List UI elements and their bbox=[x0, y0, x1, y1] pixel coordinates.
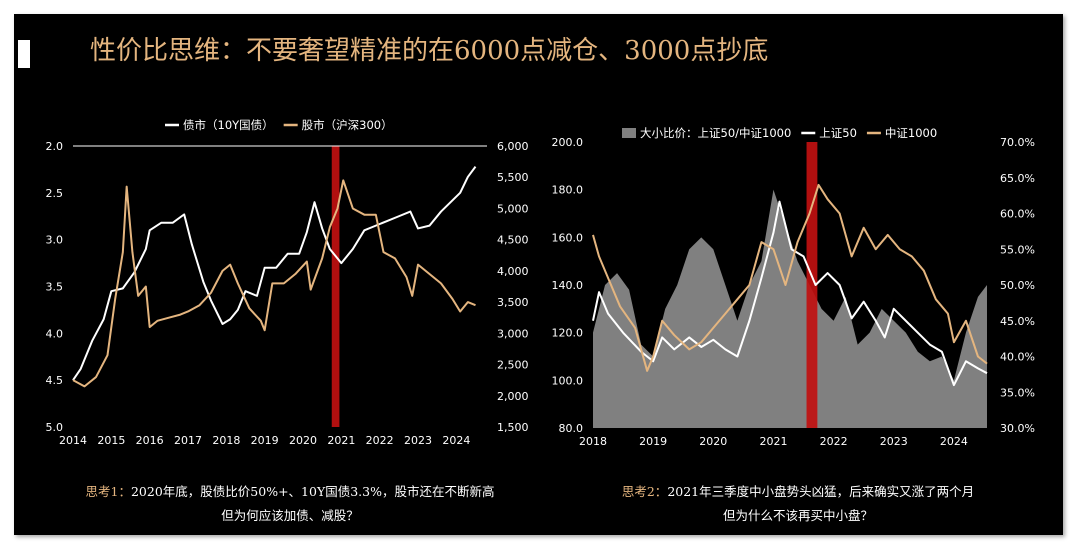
chart2-legend-label: 大小比价：上证50/中证1000 bbox=[640, 126, 791, 140]
note-1-line1: 思考1：2020年底，股债比价50%+、10Y国债3.3%，股市还在不断新高 bbox=[60, 480, 520, 504]
chart2-y-left-tick: 100.0 bbox=[552, 374, 584, 387]
chart2-x-tick: 2020 bbox=[699, 435, 727, 448]
chart1-x-tick: 2019 bbox=[251, 434, 279, 447]
chart1-y-right-tick: 4,500 bbox=[497, 234, 529, 247]
chart1-y-right-tick: 2,000 bbox=[497, 390, 529, 403]
chart2-legend-label: 上证50 bbox=[819, 126, 857, 140]
chart1-legend-label: 股市（沪深300） bbox=[302, 118, 393, 132]
chart1-x-tick: 2021 bbox=[327, 434, 355, 447]
note-1-text: 2020年底，股债比价50%+、10Y国债3.3%，股市还在不断新高 bbox=[130, 484, 495, 499]
note-1: 思考1：2020年底，股债比价50%+、10Y国债3.3%，股市还在不断新高 但… bbox=[60, 480, 520, 528]
chart1-y-left-tick: 2.0 bbox=[46, 140, 64, 153]
chart2-x-tick: 2021 bbox=[759, 435, 787, 448]
chart2-legend-label: 中证1000 bbox=[885, 126, 937, 140]
chart1-y-left-tick: 2.5 bbox=[46, 187, 64, 200]
note-1-line2: 但为何应该加债、减股？ bbox=[221, 508, 359, 523]
chart1-highlight-band bbox=[331, 146, 340, 427]
chart2-y-left-tick: 80.0 bbox=[559, 422, 584, 435]
chart2-y-left-tick: 180.0 bbox=[552, 184, 584, 197]
chart1-y-left-tick: 3.0 bbox=[46, 234, 64, 247]
chart2-y-right-tick: 60.0% bbox=[1000, 208, 1035, 221]
chart2-y-right-tick: 40.0% bbox=[1000, 351, 1035, 364]
chart1-x-tick: 2015 bbox=[97, 434, 125, 447]
page-title: 性价比思维：不要奢望精准的在6000点减仓、3000点抄底 bbox=[90, 36, 769, 66]
note-2-lead: 思考2： bbox=[621, 484, 668, 499]
note-2: 思考2：2021年三季度中小盘势头凶猛，后来确实又涨了两个月 但为什么不该再买中… bbox=[578, 480, 1018, 528]
chart2-y-right-tick: 55.0% bbox=[1000, 243, 1035, 256]
chart1-y-right-tick: 6,000 bbox=[497, 140, 529, 153]
chart2-y-left-tick: 140.0 bbox=[552, 279, 584, 292]
chart2-series-area bbox=[593, 189, 987, 428]
chart2-legend-swatch bbox=[622, 128, 636, 138]
chart1-legend-label: 债市（10Y国债） bbox=[183, 118, 274, 132]
chart2-y-left-tick: 200.0 bbox=[552, 136, 584, 149]
chart2-y-left-tick: 160.0 bbox=[552, 231, 584, 244]
chart2-y-right-tick: 70.0% bbox=[1000, 136, 1035, 149]
note-2-line2: 但为什么不该再买中小盘？ bbox=[722, 508, 873, 523]
chart1-x-tick: 2022 bbox=[366, 434, 394, 447]
chart2-x-tick: 2024 bbox=[940, 435, 968, 448]
chart1-x-tick: 2023 bbox=[404, 434, 432, 447]
note-2-line1: 思考2：2021年三季度中小盘势头凶猛，后来确实又涨了两个月 bbox=[578, 480, 1018, 504]
chart2-x-tick: 2022 bbox=[820, 435, 848, 448]
title-marker bbox=[18, 40, 30, 68]
chart2-series-2 bbox=[592, 183, 988, 372]
chart2-y-right-tick: 30.0% bbox=[1000, 422, 1035, 435]
chart1-series-0 bbox=[72, 166, 477, 381]
chart2-y-right-tick: 35.0% bbox=[1000, 386, 1035, 399]
chart1-y-right-tick: 1,500 bbox=[497, 421, 529, 434]
chart1-y-right-tick: 3,500 bbox=[497, 296, 529, 309]
chart1-y-left-tick: 5.0 bbox=[46, 421, 64, 434]
chart1-y-right-tick: 2,500 bbox=[497, 359, 529, 372]
chart1-y-left-tick: 4.5 bbox=[46, 374, 64, 387]
chart1-y-right-tick: 4,000 bbox=[497, 265, 529, 278]
chart1-y-right-tick: 3,000 bbox=[497, 327, 529, 340]
chart2-y-right-tick: 45.0% bbox=[1000, 315, 1035, 328]
chart2-highlight-band bbox=[806, 142, 818, 428]
chart2-y-right-tick: 50.0% bbox=[1000, 279, 1035, 292]
chart1-y-left-tick: 4.0 bbox=[46, 327, 64, 340]
chart1-x-tick: 2018 bbox=[212, 434, 240, 447]
note-2-text: 2021年三季度中小盘势头凶猛，后来确实又涨了两个月 bbox=[667, 484, 975, 499]
chart1-y-right-tick: 5,000 bbox=[497, 202, 529, 215]
chart1-y-right-tick: 5,500 bbox=[497, 171, 529, 184]
chart2-y-left-tick: 120.0 bbox=[552, 327, 584, 340]
chart2-x-tick: 2023 bbox=[880, 435, 908, 448]
chart1-x-tick: 2024 bbox=[442, 434, 470, 447]
chart1-x-tick: 2017 bbox=[174, 434, 202, 447]
chart2-y-right-tick: 65.0% bbox=[1000, 172, 1035, 185]
chart1-x-tick: 2014 bbox=[59, 434, 87, 447]
note-1-lead: 思考1： bbox=[85, 484, 131, 499]
chart1-x-tick: 2016 bbox=[136, 434, 164, 447]
slide-frame bbox=[14, 14, 1063, 535]
chart2-series-1 bbox=[592, 200, 988, 387]
chart1-series-1 bbox=[72, 179, 476, 388]
chart2-x-tick: 2019 bbox=[639, 435, 667, 448]
chart1-y-left-tick: 3.5 bbox=[46, 281, 64, 294]
chart2-x-tick: 2018 bbox=[579, 435, 607, 448]
chart1-x-tick: 2020 bbox=[289, 434, 317, 447]
